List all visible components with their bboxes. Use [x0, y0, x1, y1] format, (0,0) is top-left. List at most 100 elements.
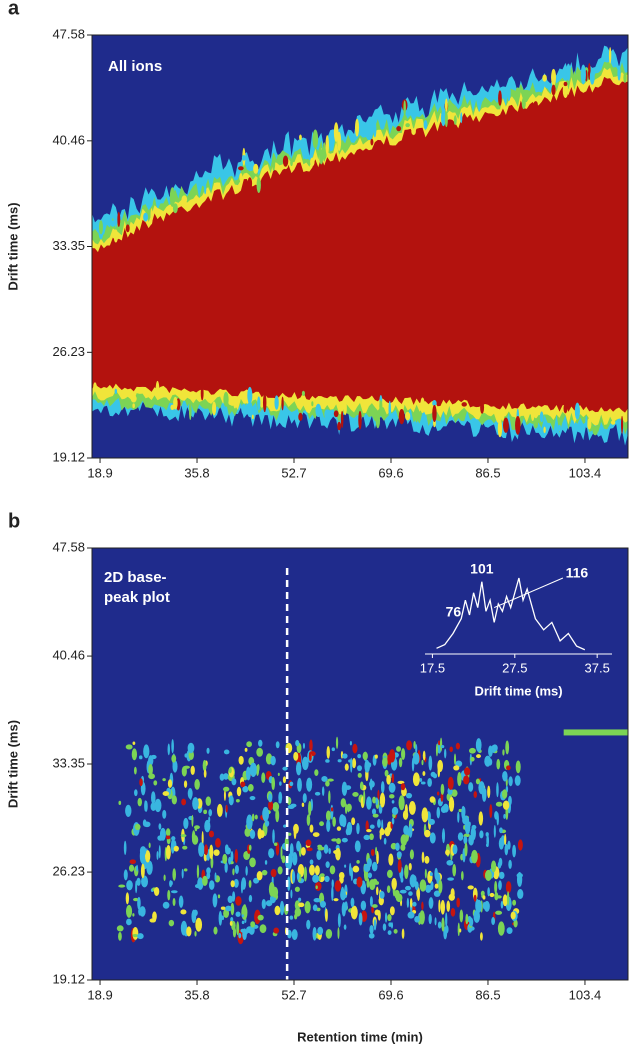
intensity-spot	[251, 813, 255, 822]
intensity-spot	[294, 886, 300, 892]
intensity-spot	[125, 744, 133, 750]
intensity-spot	[140, 863, 145, 879]
intensity-spot	[504, 843, 509, 856]
intensity-spot	[230, 850, 234, 862]
intensity-spot	[245, 766, 251, 781]
intensity-spot	[543, 426, 546, 434]
intensity-spot	[489, 892, 495, 898]
intensity-spot	[244, 747, 248, 752]
intensity-spot	[171, 754, 177, 763]
intensity-spot	[150, 201, 153, 206]
intensity-spot	[244, 827, 251, 837]
intensity-spot	[428, 818, 435, 826]
intensity-spot	[331, 838, 338, 842]
intensity-spot	[315, 403, 322, 418]
intensity-spot	[371, 808, 377, 815]
intensity-spot	[239, 173, 243, 182]
intensity-spot	[440, 744, 445, 749]
intensity-spot	[325, 928, 333, 939]
intensity-band	[92, 76, 628, 413]
intensity-spot	[196, 864, 200, 879]
intensity-spot	[346, 821, 353, 836]
intensity-spot	[181, 798, 187, 806]
intensity-spot	[393, 929, 398, 934]
annotation: 2D base-	[104, 569, 167, 586]
intensity-spot	[183, 780, 188, 788]
intensity-spot	[608, 47, 612, 64]
intensity-spot	[123, 869, 128, 881]
intensity-spot	[113, 229, 118, 243]
intensity-spot	[236, 786, 242, 797]
intensity-spot	[241, 905, 248, 920]
intensity-spot	[336, 838, 341, 845]
intensity-spot	[517, 888, 524, 900]
intensity-spot	[502, 771, 508, 782]
intensity-spot	[370, 849, 375, 857]
intensity-spot	[134, 823, 141, 831]
intensity-spot	[350, 905, 358, 920]
intensity-spot	[139, 778, 143, 787]
intensity-spot	[131, 748, 138, 761]
intensity-spot	[494, 880, 498, 894]
intensity-spot	[249, 857, 256, 868]
intensity-spot	[264, 860, 268, 865]
intensity-spot	[309, 824, 314, 833]
intensity-spot	[507, 82, 511, 102]
intensity-spot	[368, 933, 375, 939]
intensity-spot	[344, 763, 349, 771]
intensity-spot	[162, 778, 166, 782]
intensity-spot	[354, 840, 361, 853]
intensity-spot	[203, 182, 207, 195]
x-tick-label: 27.5	[502, 660, 527, 675]
intensity-spot	[236, 921, 240, 936]
intensity-spot	[530, 406, 535, 421]
intensity-spot	[467, 885, 474, 890]
intensity-spot	[376, 850, 379, 865]
intensity-spot	[420, 781, 426, 785]
intensity-spot	[341, 902, 346, 917]
y-tick-label: 19.12	[52, 449, 85, 464]
intensity-spot	[137, 933, 144, 940]
intensity-spot	[319, 821, 324, 827]
intensity-spot	[382, 757, 388, 767]
intensity-spot	[370, 138, 374, 146]
intensity-spot	[491, 917, 496, 926]
intensity-spot	[319, 873, 325, 877]
intensity-spot	[331, 747, 335, 752]
intensity-spot	[271, 776, 276, 791]
intensity-spot	[428, 913, 432, 925]
intensity-spot	[257, 763, 260, 772]
intensity-spot	[441, 917, 445, 932]
intensity-spot	[344, 864, 347, 868]
intensity-spot	[275, 741, 280, 749]
intensity-spot	[374, 754, 378, 759]
intensity-spot	[620, 415, 624, 434]
intensity-spot	[257, 828, 263, 840]
x-tick-label: 103.4	[569, 465, 602, 480]
intensity-spot	[206, 867, 211, 875]
intensity-spot	[580, 64, 586, 85]
intensity-spot	[391, 806, 399, 816]
intensity-spot	[330, 807, 334, 812]
intensity-spot	[309, 859, 314, 865]
intensity-spot	[516, 871, 523, 887]
intensity-spot	[222, 853, 228, 864]
intensity-spot	[388, 782, 396, 793]
intensity-spot	[146, 860, 153, 875]
intensity-spot	[517, 839, 523, 851]
intensity-spot	[184, 753, 189, 758]
intensity-spot	[399, 889, 407, 894]
intensity-spot	[424, 829, 431, 838]
intensity-spot	[256, 747, 264, 757]
intensity-spot	[471, 824, 477, 830]
intensity-spot	[563, 81, 568, 87]
intensity-spot	[312, 832, 320, 837]
intensity-spot	[416, 887, 421, 901]
intensity-spot	[136, 864, 139, 872]
intensity-spot	[143, 744, 150, 759]
intensity-spot	[158, 823, 162, 830]
intensity-spot	[435, 743, 438, 757]
intensity-spot	[282, 766, 288, 771]
intensity-spot	[506, 891, 510, 906]
intensity-spot	[165, 828, 171, 837]
